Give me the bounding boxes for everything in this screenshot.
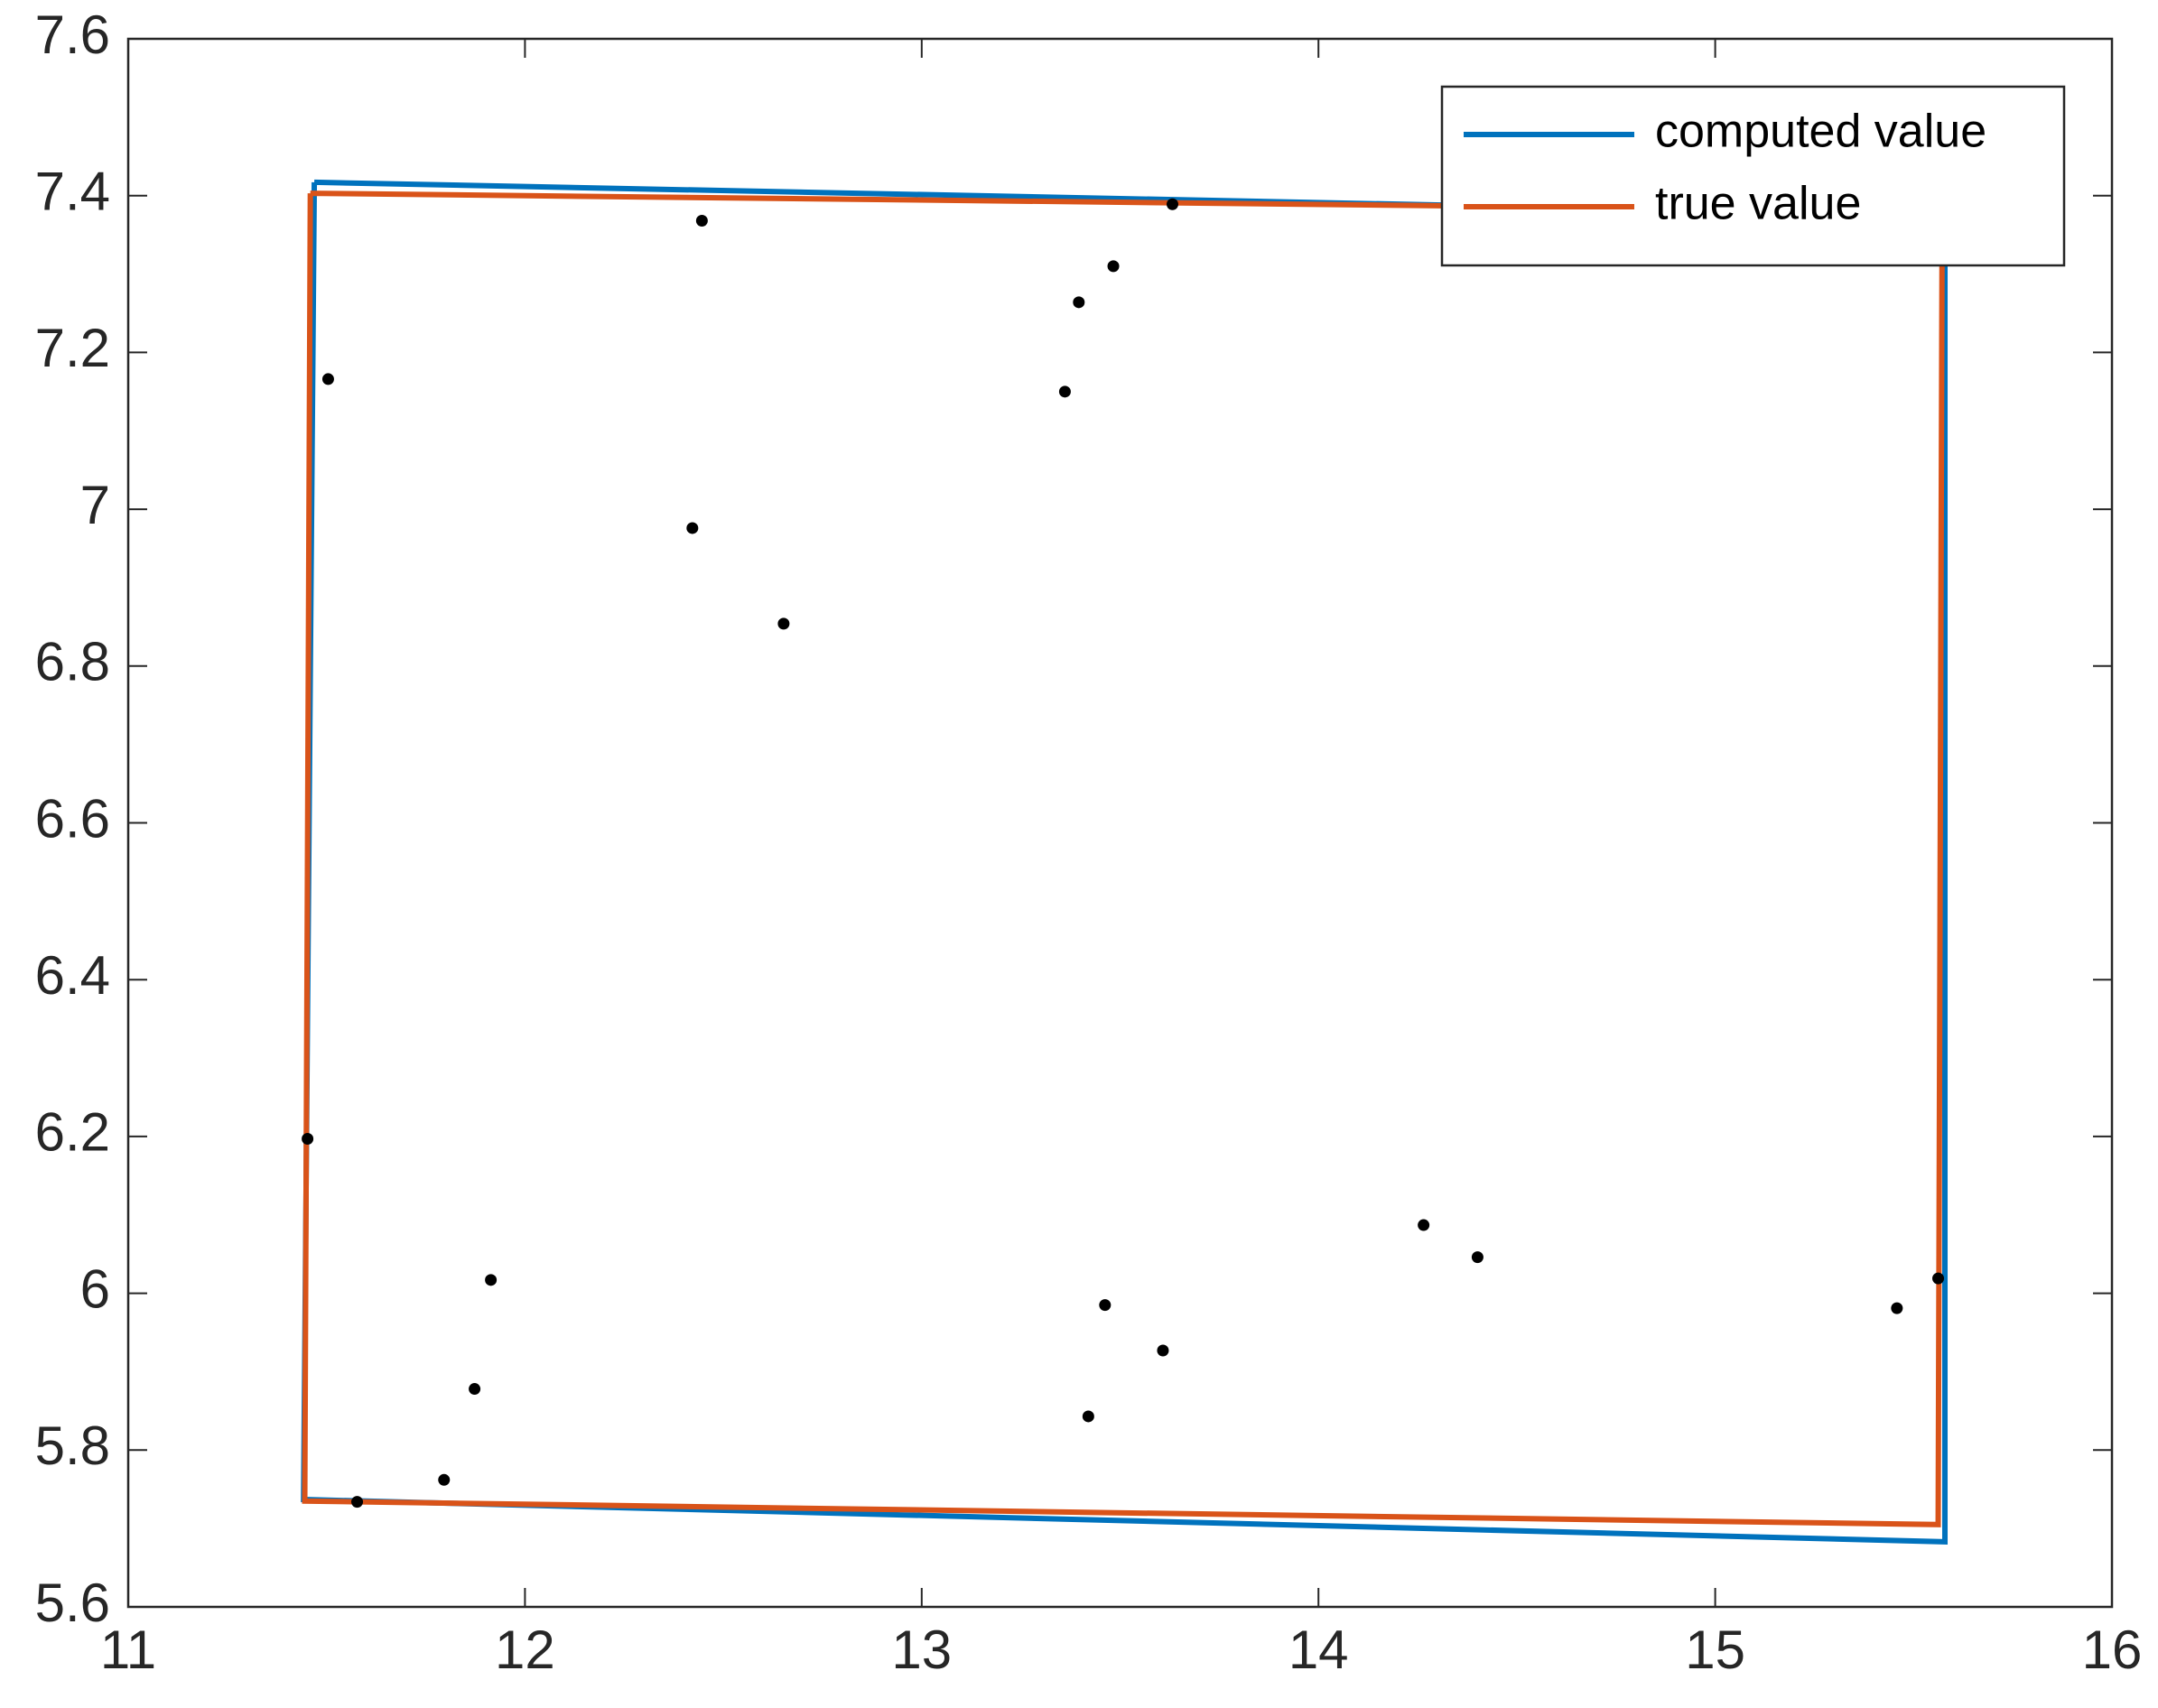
legend: computed value true value [1440,85,2066,267]
plot-frame [126,37,2114,1609]
point [485,1274,498,1286]
x-tick-label: 15 [1685,1620,1745,1680]
legend-label: computed value [1655,106,1986,158]
y-tick-label: 7.4 [35,162,110,222]
point [1099,1299,1112,1312]
y-tick-label: 7.2 [35,318,110,378]
point [686,522,699,534]
point [1932,1272,1945,1285]
point [1418,1219,1430,1231]
point [302,1133,314,1146]
y-tick-label: 6 [80,1258,110,1319]
legend-label: true value [1655,178,1861,230]
point [1058,385,1071,398]
x-tick-label: 14 [1288,1620,1349,1680]
point [1082,1410,1094,1423]
y-tick-label: 6.8 [35,632,110,692]
point [1167,198,1179,210]
legend-box [1440,85,2066,267]
point [469,1383,481,1396]
x-tick-label: 11 [100,1620,156,1680]
point [777,617,790,630]
x-tick-label: 16 [2082,1620,2143,1680]
point [1891,1302,1903,1314]
point [1073,296,1085,309]
point [1107,260,1120,273]
point [695,214,708,227]
point [1157,1344,1169,1357]
y-tick-label: 6.6 [35,788,110,849]
point [438,1473,451,1486]
y-tick-label: 7.6 [35,5,110,65]
x-tick-label: 13 [891,1620,952,1680]
y-tick-label: 5.8 [35,1416,110,1476]
point [351,1496,364,1508]
y-tick-label: 7 [80,475,110,535]
x-tick-label: 12 [495,1620,555,1680]
point [1471,1251,1484,1264]
point [321,373,334,385]
y-tick-label: 6.4 [35,945,110,1006]
y-tick-label: 6.2 [35,1102,110,1163]
series-line [302,190,1945,1527]
y-tick-label: 5.6 [35,1573,110,1633]
